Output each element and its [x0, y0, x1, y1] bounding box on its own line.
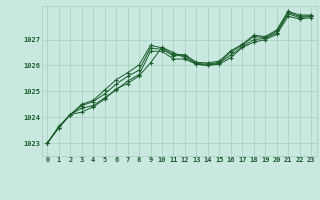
Text: Graphe pression niveau de la mer (hPa): Graphe pression niveau de la mer (hPa) [58, 185, 262, 194]
